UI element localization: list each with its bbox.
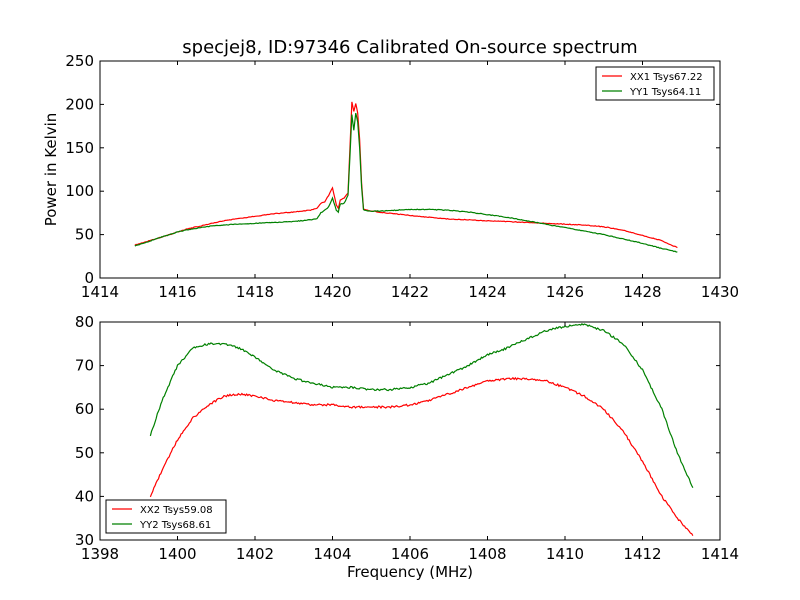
- x-tick-label: 1410: [546, 545, 584, 563]
- y-tick-label: 80: [75, 313, 94, 331]
- legend-label: XX1 Tsys67.22: [630, 72, 703, 83]
- x-tick-label: 1402: [236, 545, 274, 563]
- y-tick-label: 30: [75, 531, 94, 549]
- x-tick-label: 1418: [236, 283, 274, 301]
- x-tick-label: 1408: [468, 545, 506, 563]
- legend-label: YY1 Tsys64.11: [629, 87, 701, 98]
- y-tick-label: 100: [65, 182, 94, 200]
- y-tick-label: 0: [84, 269, 94, 287]
- legend: XX1 Tsys67.22 YY1 Tsys64.11: [595, 66, 715, 101]
- series-line-yy2: [149, 322, 694, 488]
- x-tick-label: 1414: [81, 283, 119, 301]
- x-tick-label: 1406: [391, 545, 429, 563]
- legend-label: XX2 Tsys59.08: [140, 505, 213, 516]
- series-line-xx2: [149, 376, 694, 536]
- x-axis-label: Frequency (MHz): [347, 563, 473, 581]
- series-line-yy1: [134, 112, 678, 253]
- chart-panel-1: specjej8, ID:97346 Calibrated On-source …: [42, 37, 739, 301]
- y-tick-label: 60: [75, 400, 94, 418]
- x-tick-label: 1422: [391, 283, 429, 301]
- legend-box: [105, 499, 227, 534]
- y-tick-label: 250: [65, 52, 94, 70]
- x-tick-label: 1414: [701, 545, 739, 563]
- legend-label: YY2 Tsys68.61: [139, 520, 211, 531]
- y-tick-label: 200: [65, 95, 94, 113]
- series-line-xx1: [134, 101, 678, 249]
- y-tick-label: 70: [75, 357, 94, 375]
- chart-panel-2: 1398 1400 1402 1404 1406 1408 1410 1412 1414 30 40…: [75, 313, 739, 581]
- y-tick-label: 150: [65, 139, 94, 157]
- y-tick-label: 40: [75, 487, 94, 505]
- x-tick-label: 1404: [313, 545, 351, 563]
- chart-title: specjej8, ID:97346 Calibrated On-source …: [182, 37, 637, 58]
- x-tick-label: 1420: [313, 283, 351, 301]
- x-tick-label: 1426: [546, 283, 584, 301]
- y-tick-label: 50: [75, 226, 94, 244]
- y-axis-label: Power in Kelvin: [42, 113, 60, 227]
- x-tick-label: 1416: [158, 283, 196, 301]
- legend: XX2 Tsys59.08 YY2 Tsys68.61: [105, 499, 227, 534]
- x-tick-label: 1428: [623, 283, 661, 301]
- y-tick-label: 50: [75, 444, 94, 462]
- x-tick-label: 1398: [81, 545, 119, 563]
- x-tick-label: 1424: [468, 283, 506, 301]
- x-tick-label: 1412: [623, 545, 661, 563]
- legend-box: [595, 66, 715, 101]
- x-tick-label: 1430: [701, 283, 739, 301]
- x-tick-label: 1400: [158, 545, 196, 563]
